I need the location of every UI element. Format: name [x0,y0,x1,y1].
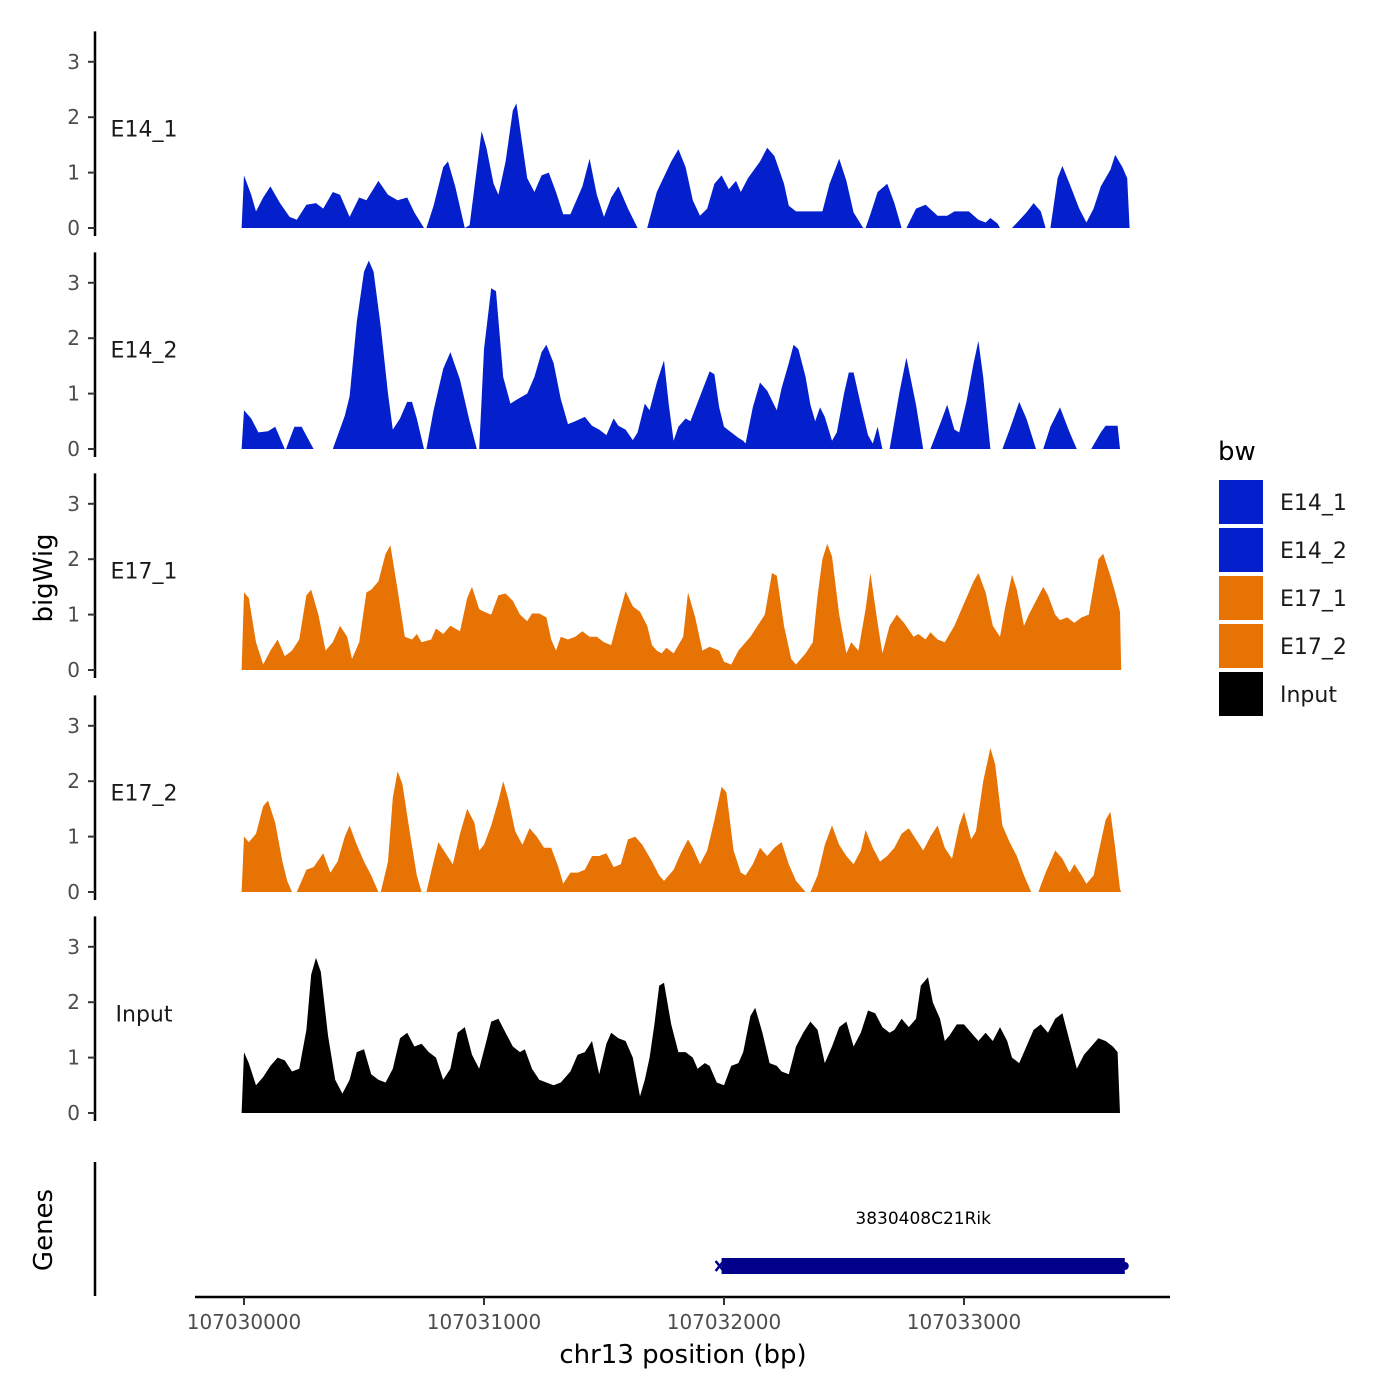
genes-axis-title: Genes [29,1189,59,1271]
track-label: Input [116,1003,173,1028]
y-tick-label: 0 [67,216,80,240]
y-tick-label: 1 [67,825,80,849]
track-e17-2: 0 1 2 3 E17_2 [67,695,1122,904]
coverage-area [1038,811,1122,892]
gene-label: 3830408C21Rik [855,1209,991,1229]
y-tick-label: 3 [67,935,80,959]
y-tick-label: 2 [67,547,80,571]
x-tick-label: 107031000 [427,1310,542,1334]
coverage-area [426,781,806,892]
y-tick-label: 1 [67,382,80,406]
y-tick-label: 3 [67,271,80,295]
x-tick-label: 107030000 [187,1310,302,1334]
legend-title: bw [1218,437,1256,467]
coverage-area [241,800,292,892]
coverage-area [1012,203,1046,228]
legend-swatch [1219,528,1263,572]
genes-panel: 3830408C21Rik [93,1162,1129,1296]
coverage-area [1050,154,1130,228]
legend-swatch [1219,624,1263,668]
track-label: E17_1 [111,560,178,585]
legend-label: E17_1 [1280,587,1347,612]
track-label: E17_2 [111,782,178,807]
y-tick-label: 0 [67,880,80,904]
y-tick-label: 1 [67,161,80,185]
coverage-area [865,183,902,228]
coverage-area [296,825,379,892]
coverage-area [906,204,1000,228]
gene-end-marker [1120,1262,1129,1270]
legend-label: Input [1280,683,1337,708]
coverage-area [1091,425,1120,449]
coverage-area [1002,401,1036,449]
coverage-area [479,288,883,449]
y-tick-label: 2 [67,769,80,793]
legend-label: E14_2 [1280,539,1347,564]
y-tick-label: 2 [67,326,80,350]
y-tick-label: 0 [67,437,80,461]
track-e14-2: 0 1 2 3 E14_2 [67,252,1120,461]
coverage-area [930,341,991,449]
y-tick-label: 1 [67,603,80,627]
y-tick-label: 0 [67,658,80,682]
y-tick-label: 3 [67,50,80,74]
coverage-area [380,771,422,892]
legend-swatch [1219,672,1263,716]
track-e17-1: 0 1 2 3 E17_1 [67,473,1122,682]
gene-start-marker [714,1260,725,1272]
track-e14-1: 0 1 2 3 E14_1 [67,31,1130,240]
legend: E14_1 E14_2 E17_1 E17_2 Input [1219,480,1347,716]
coverage-area [241,543,1122,670]
x-tick-label: 107033000 [907,1310,1022,1334]
x-tick-label: 107032000 [667,1310,782,1334]
track-label: E14_2 [111,339,178,364]
coverage-area [647,147,864,228]
track-label: E14_1 [111,118,178,143]
track-input: 0 1 2 3 Input [67,916,1121,1125]
coverage-area [426,103,638,228]
coverage-area [332,260,424,449]
coverage-area [1043,407,1077,449]
coverage-area [889,357,924,449]
y-tick-label: 3 [67,714,80,738]
y-axis-title: bigWig [29,533,59,622]
gene-body [721,1258,1125,1274]
legend-swatch [1219,576,1263,620]
coverage-area [241,410,285,449]
y-tick-label: 3 [67,492,80,516]
legend-label: E17_2 [1280,635,1347,660]
coverage-area [241,957,1121,1113]
coverage-area [810,748,1032,892]
y-tick-label: 2 [67,105,80,129]
coverage-area [426,352,477,449]
x-axis: 107030000 107031000 107032000 107033000 [187,1295,1170,1334]
legend-swatch [1219,480,1263,524]
x-axis-title: chr13 position (bp) [559,1340,806,1370]
y-tick-label: 1 [67,1046,80,1070]
y-tick-label: 0 [67,1101,80,1125]
legend-label: E14_1 [1280,491,1347,516]
coverage-area [286,426,314,449]
y-tick-label: 2 [67,990,80,1014]
coverage-area [241,175,424,228]
